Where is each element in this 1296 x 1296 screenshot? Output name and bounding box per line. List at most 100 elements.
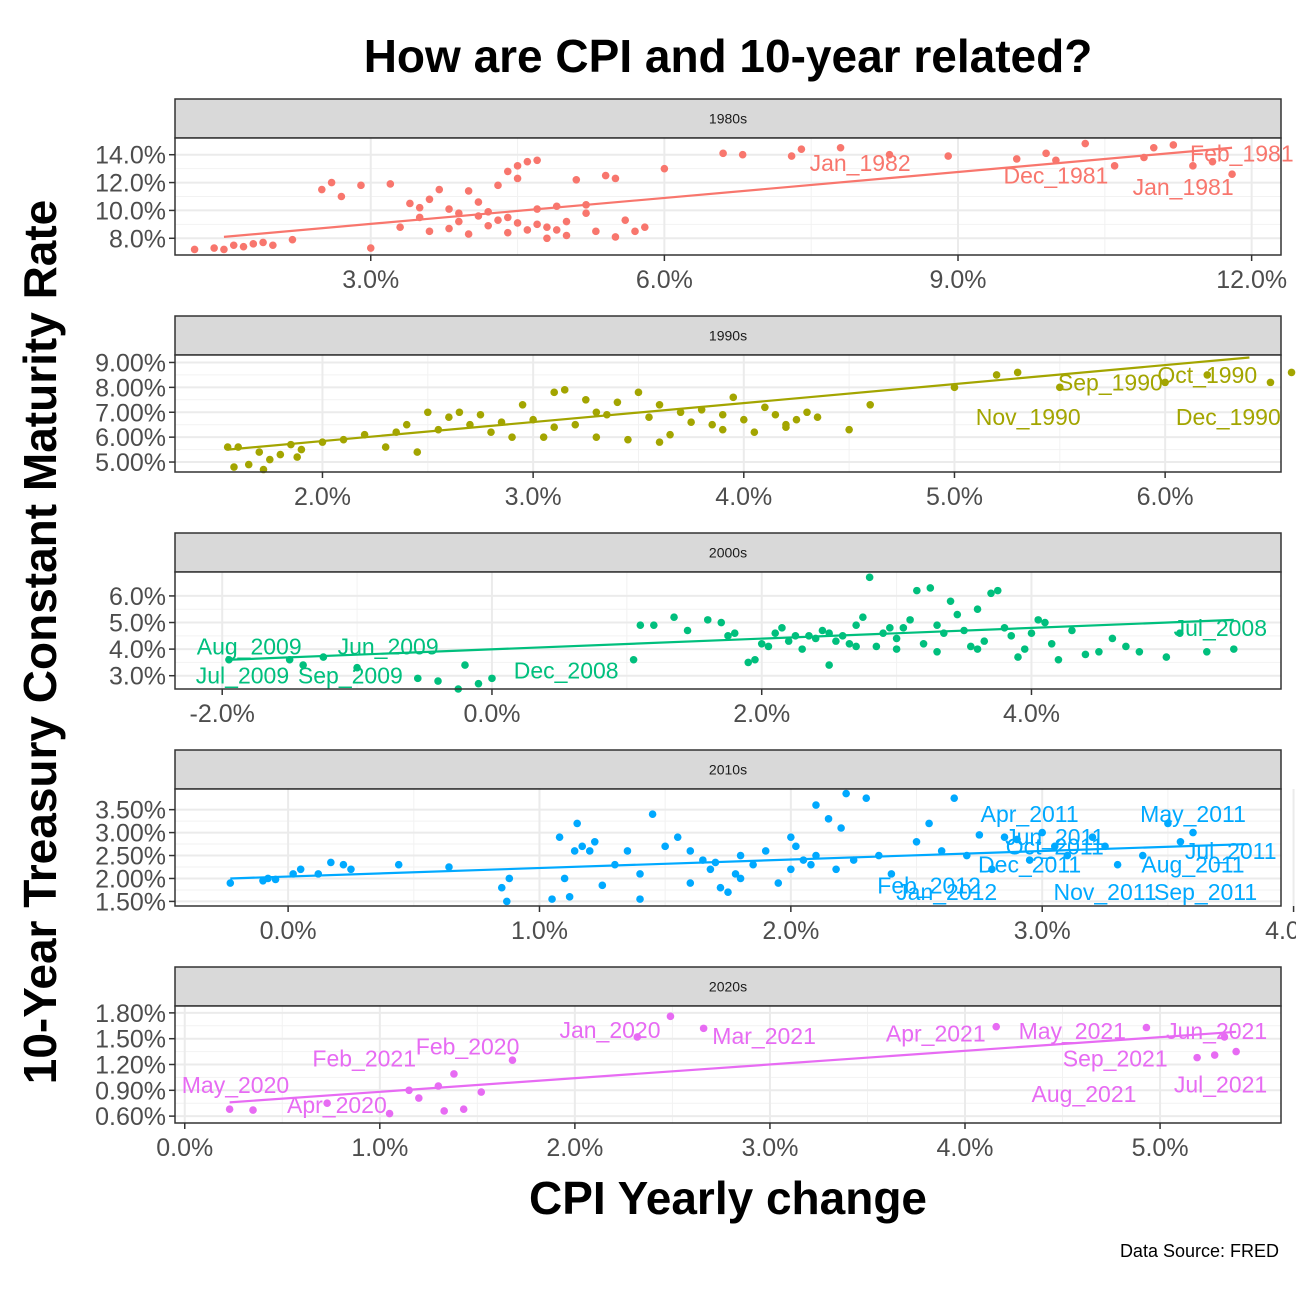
data-point (798, 645, 806, 653)
data-point (464, 230, 473, 238)
facet-2000s: 2000s-2.0% 0.0% 2.0% 4.0%3.0%4.0%5.0%6.0%Au… (109, 532, 1282, 728)
data-point (269, 241, 277, 250)
data-point (761, 847, 770, 855)
data-point (590, 837, 599, 846)
y-tick-label: 2.50% (95, 843, 166, 871)
data-point (836, 143, 845, 152)
data-point (811, 634, 820, 643)
data-point (872, 642, 881, 651)
data-point (944, 152, 953, 160)
data-point (271, 875, 280, 884)
data-point (824, 815, 833, 823)
facet-strip (174, 315, 1282, 356)
data-point (1042, 149, 1050, 158)
point-label: Aug_2011 (1141, 852, 1244, 878)
data-point (1095, 647, 1103, 656)
data-point (339, 860, 348, 869)
point-label: Nov_1990 (976, 404, 1081, 430)
data-point (892, 634, 901, 643)
data-point (973, 605, 982, 614)
data-point (582, 209, 590, 218)
caption: Data Source: FRED (1120, 1241, 1279, 1261)
data-point (670, 613, 678, 622)
data-point (230, 463, 238, 471)
y-tick-label: 4.0% (109, 636, 166, 664)
point-label: Jan_2012 (896, 879, 997, 905)
data-point (686, 847, 695, 855)
facet-strip (174, 749, 1282, 790)
x-tick-label: 4.0% (937, 1134, 994, 1162)
data-point (633, 1033, 642, 1041)
x-tick-label: 0.0% (463, 700, 520, 728)
data-point (650, 621, 658, 629)
data-point (573, 819, 581, 828)
data-point (474, 198, 483, 206)
point-label: Feb_2021 (312, 1045, 416, 1071)
data-point (455, 217, 463, 226)
data-point (239, 242, 248, 251)
x-tick-label: 6.0% (636, 266, 693, 294)
data-point (518, 400, 527, 409)
data-point (1052, 156, 1060, 165)
y-tick-label: 6.0% (109, 583, 166, 611)
trend-line (228, 618, 1234, 661)
data-point (385, 1109, 394, 1118)
data-point (988, 865, 996, 874)
data-point (562, 231, 571, 240)
data-point (1164, 819, 1172, 828)
data-point (396, 223, 404, 231)
data-point (229, 241, 238, 250)
data-point (697, 405, 706, 414)
data-point (1014, 653, 1022, 661)
data-point (323, 1099, 331, 1108)
data-point (845, 425, 853, 434)
data-point (533, 220, 541, 229)
y-tick-label: 9.00% (95, 349, 166, 377)
x-tick-label: 12.0% (1216, 266, 1287, 294)
point-label: Apr_2021 (886, 1021, 986, 1047)
data-point (711, 858, 720, 867)
data-point (859, 613, 867, 622)
point-label: Dec_1990 (1176, 404, 1281, 430)
data-point (1113, 860, 1122, 869)
x-tick-label: 5.0% (1132, 1134, 1189, 1162)
x-tick-label: 2.0% (294, 483, 351, 511)
x-tick-label: 3.0% (741, 1134, 798, 1162)
data-point (405, 1086, 413, 1095)
y-tick-label: 7.00% (95, 399, 166, 427)
data-point (879, 629, 887, 637)
data-point (508, 1056, 517, 1064)
data-point (832, 637, 840, 645)
data-point (234, 443, 242, 451)
data-point (1013, 835, 1021, 844)
data-point (792, 842, 800, 851)
data-point (866, 400, 874, 409)
data-point (327, 858, 335, 867)
data-point (862, 794, 871, 802)
data-point (539, 433, 548, 441)
data-point (837, 824, 845, 832)
data-point (394, 860, 403, 869)
data-point (1110, 162, 1119, 170)
data-point (220, 245, 228, 254)
x-tick-label: 5.0% (926, 483, 983, 511)
data-point (718, 425, 727, 434)
data-point (582, 396, 590, 404)
x-tick-label: 1.0% (351, 1134, 408, 1162)
data-point (899, 624, 908, 632)
data-point (366, 244, 375, 252)
data-point (386, 180, 395, 188)
data-point (1050, 842, 1059, 851)
data-point (885, 150, 894, 159)
data-point (225, 655, 233, 664)
data-point (812, 851, 820, 860)
data-point (464, 187, 473, 195)
point-label: Jul_2021 (1174, 1071, 1267, 1097)
data-point (750, 428, 759, 436)
x-tick-label: 3.0% (505, 483, 562, 511)
data-point (797, 145, 806, 153)
data-point (1232, 1047, 1240, 1056)
data-point (585, 847, 594, 855)
